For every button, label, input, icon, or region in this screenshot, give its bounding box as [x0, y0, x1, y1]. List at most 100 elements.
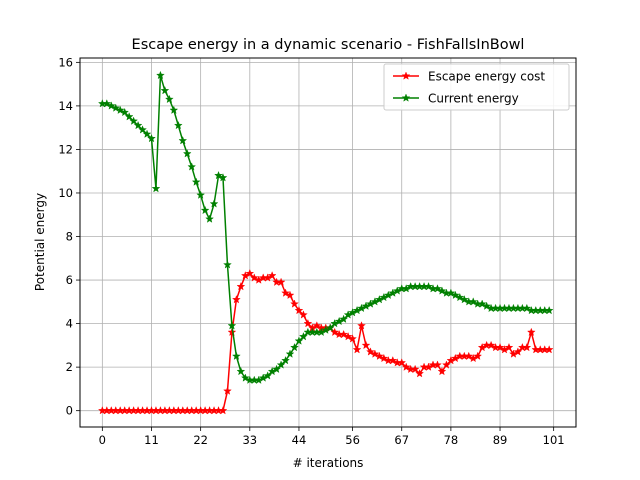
data-point	[388, 356, 398, 365]
y-tick-label: 8	[66, 230, 73, 244]
y-tick-label: 4	[66, 317, 73, 331]
data-point	[169, 105, 179, 114]
x-tick-label: 101	[543, 433, 565, 447]
data-point	[299, 310, 308, 319]
grid-lines	[80, 58, 576, 427]
y-tick-label: 10	[58, 186, 73, 200]
legend-marker	[401, 71, 411, 80]
data-point	[285, 290, 295, 299]
data-point	[330, 327, 340, 336]
data-point	[276, 277, 286, 286]
data-point	[339, 329, 348, 339]
data-point	[504, 342, 514, 352]
data-point	[281, 356, 290, 365]
x-tick-label: 67	[394, 433, 409, 447]
legend-box	[383, 63, 570, 111]
data-point	[325, 323, 335, 332]
y-tick-label: 0	[66, 404, 73, 418]
data-point	[115, 105, 125, 114]
data-point	[370, 349, 380, 358]
data-point	[312, 321, 322, 330]
data-point	[433, 284, 442, 293]
x-tick-label: 11	[144, 433, 159, 447]
x-tick-label: 44	[292, 433, 307, 447]
data-point	[191, 177, 201, 186]
x-tick-label: 0	[99, 433, 106, 447]
data-point	[182, 149, 192, 158]
data-point	[187, 162, 197, 171]
data-point	[120, 107, 130, 117]
data-point	[223, 386, 232, 395]
data-point	[272, 364, 281, 374]
data-point	[410, 364, 420, 374]
data-point	[205, 214, 214, 223]
x-axis-ticks: 0 11 22 33 44 56 67 78 89 101	[99, 427, 565, 447]
data-point	[165, 94, 174, 104]
data-point	[290, 342, 299, 352]
data-point	[343, 332, 353, 341]
data-point	[401, 362, 411, 371]
data-point	[375, 351, 384, 360]
data-point	[397, 358, 407, 367]
data-point	[379, 353, 389, 363]
data-point	[446, 288, 456, 297]
data-point	[151, 184, 161, 193]
y-tick-label: 12	[58, 142, 73, 156]
y-axis-label: Potential energy	[33, 193, 47, 291]
data-point	[156, 70, 165, 80]
series-line	[102, 74, 550, 381]
data-point	[415, 369, 424, 378]
data-point	[133, 120, 143, 130]
data-point	[468, 297, 478, 306]
data-point	[236, 366, 246, 376]
data-point	[173, 120, 183, 130]
data-point	[433, 360, 442, 369]
legend-entry: Current energy	[393, 92, 519, 106]
data-point	[267, 271, 277, 280]
data-point	[424, 282, 433, 291]
data-point	[361, 340, 371, 350]
data-point	[352, 345, 362, 354]
x-tick-label: 22	[193, 433, 208, 447]
x-tick-label: 33	[242, 433, 257, 447]
data-point	[299, 332, 308, 341]
data-point	[249, 273, 259, 282]
data-point	[178, 136, 188, 145]
data-point	[357, 321, 366, 330]
legend-marker	[401, 93, 411, 102]
data-point	[526, 327, 536, 336]
data-point	[263, 371, 273, 380]
data-point	[522, 342, 532, 352]
data-point	[276, 360, 286, 369]
data-point	[240, 373, 250, 382]
data-point	[348, 334, 357, 343]
data-point	[111, 103, 121, 112]
data-point	[482, 301, 491, 310]
data-point	[160, 86, 170, 95]
data-point	[218, 406, 228, 415]
data-point	[232, 295, 241, 304]
legend-label: Current energy	[428, 92, 519, 106]
data-point	[281, 288, 290, 297]
data-point	[196, 190, 205, 199]
data-point	[437, 366, 447, 376]
data-point	[544, 305, 554, 315]
data-point	[129, 116, 138, 125]
data-point	[513, 347, 523, 356]
data-point	[138, 125, 147, 134]
data-point	[294, 336, 304, 345]
legend: Escape energy cost Current energy	[383, 63, 570, 111]
data-point	[223, 260, 232, 269]
x-tick-label: 56	[345, 433, 360, 447]
data-point	[232, 351, 241, 360]
y-tick-label: 16	[58, 55, 73, 69]
data-point	[455, 292, 465, 302]
data-point	[290, 299, 299, 308]
series-1	[98, 268, 554, 415]
data-point	[227, 321, 237, 330]
data-point	[102, 99, 112, 108]
data-point	[142, 129, 152, 138]
series-2	[98, 70, 554, 384]
y-tick-label: 2	[66, 360, 73, 374]
series-layer	[98, 70, 554, 415]
